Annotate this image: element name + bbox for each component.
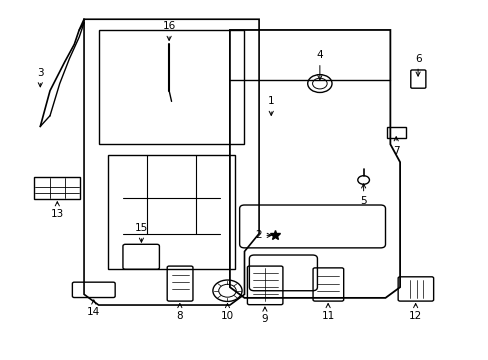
Text: 12: 12 — [408, 303, 422, 321]
Text: 3: 3 — [37, 68, 43, 87]
Text: 13: 13 — [51, 202, 64, 219]
Text: 16: 16 — [162, 21, 175, 40]
Text: 9: 9 — [261, 307, 268, 324]
Text: 1: 1 — [267, 96, 274, 116]
Text: 2: 2 — [254, 230, 271, 240]
Text: 6: 6 — [414, 54, 421, 76]
Text: 7: 7 — [392, 137, 399, 156]
Text: 4: 4 — [316, 50, 323, 80]
Text: 8: 8 — [176, 303, 183, 321]
Text: 11: 11 — [321, 303, 334, 321]
Text: 10: 10 — [221, 303, 234, 321]
Text: 5: 5 — [360, 184, 366, 206]
Text: 15: 15 — [135, 223, 148, 242]
Text: 14: 14 — [87, 300, 100, 317]
